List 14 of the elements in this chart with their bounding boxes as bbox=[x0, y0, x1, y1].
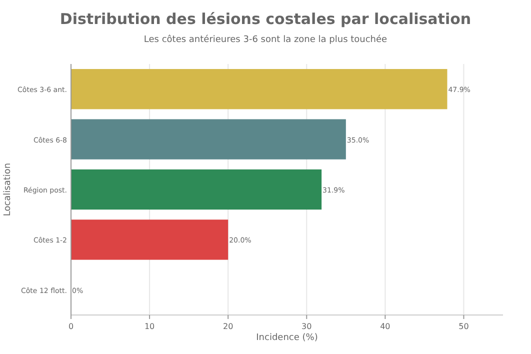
x-tick-label: 50 bbox=[458, 322, 469, 331]
bar bbox=[71, 169, 322, 210]
bar bbox=[71, 220, 228, 260]
x-tick-label: 30 bbox=[302, 322, 312, 331]
y-axis-title: Localisation bbox=[3, 162, 13, 216]
chart-title: Distribution des lésions costales par localisation bbox=[60, 10, 472, 28]
bar bbox=[71, 119, 346, 160]
chart-subtitle: Les côtes antérieures 3-6 sont la zone la plus touchée bbox=[144, 34, 388, 45]
x-tick-label: 10 bbox=[144, 322, 155, 331]
x-tick-label: 40 bbox=[380, 322, 390, 331]
x-axis-title: Incidence (%) bbox=[256, 333, 318, 343]
x-tick-label: 20 bbox=[222, 322, 234, 331]
x-tick-label: 0 bbox=[68, 322, 74, 331]
bar bbox=[71, 69, 448, 110]
